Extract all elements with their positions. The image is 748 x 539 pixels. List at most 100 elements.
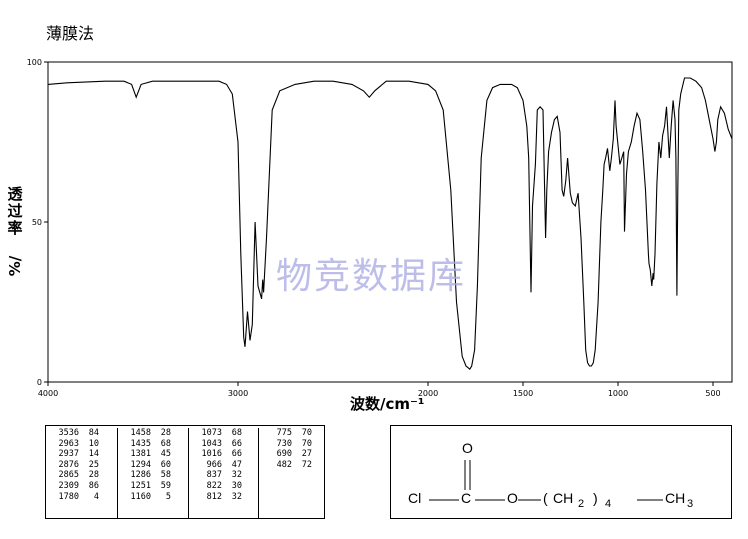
peak-wavenumber: 482 xyxy=(276,459,292,470)
peak-wavenumber: 1160 xyxy=(130,491,151,502)
peak-row: 775 70 xyxy=(259,428,325,439)
peak-transmittance: 28 xyxy=(88,470,99,481)
x-axis-label: 波数/cm⁻¹ xyxy=(350,395,425,413)
peak-transmittance: 27 xyxy=(301,449,312,460)
close-paren: ) xyxy=(593,490,598,506)
carbonyl-carbon: C xyxy=(461,490,472,506)
peak-wavenumber: 3536 xyxy=(58,428,79,438)
peak-transmittance: 30 xyxy=(231,480,242,491)
x-tick-label: 1000 xyxy=(608,389,628,398)
peak-row: 1294 60 xyxy=(118,460,188,471)
peak-row: 2963 10 xyxy=(46,439,117,450)
peak-transmittance: 5 xyxy=(165,491,171,502)
peak-row: 1251 59 xyxy=(118,481,188,492)
ir-spectrum-chart: 4000 3000 2000 1500 1000 500 0 50 100 xyxy=(27,58,733,398)
peak-transmittance: 60 xyxy=(160,459,171,470)
page-title: 薄膜法 xyxy=(46,24,95,43)
peak-row: 3536 84 xyxy=(46,428,117,439)
ch3-subscript: 3 xyxy=(687,498,694,510)
peak-transmittance: 28 xyxy=(160,428,171,438)
peak-wavenumber: 2937 xyxy=(58,449,79,460)
peak-row: 812 32 xyxy=(189,492,258,503)
peak-wavenumber: 1381 xyxy=(130,449,151,460)
y-tick-label: 50 xyxy=(32,218,42,227)
peak-transmittance: 66 xyxy=(231,449,242,460)
peak-wavenumber: 730 xyxy=(276,438,292,449)
ch2-subscript: 2 xyxy=(578,498,585,510)
peak-wavenumber: 775 xyxy=(276,428,292,438)
chemical-structure: O Cl C O ( CH 2 ) 4 CH 3 xyxy=(390,425,732,519)
peak-wavenumber: 966 xyxy=(206,459,222,470)
peak-wavenumber: 1294 xyxy=(130,459,151,470)
peak-wavenumber: 690 xyxy=(276,449,292,460)
x-tick-label: 3000 xyxy=(228,389,248,398)
peak-row: 966 47 xyxy=(189,460,258,471)
peak-transmittance: 58 xyxy=(160,470,171,481)
peak-wavenumber: 2963 xyxy=(58,438,79,449)
ester-oxygen: O xyxy=(507,490,518,506)
y-axis-label: 透 过 率 %/ xyxy=(4,186,26,281)
plot-frame xyxy=(47,61,733,383)
peak-transmittance: 47 xyxy=(231,459,242,470)
peak-transmittance: 10 xyxy=(88,438,99,449)
peak-column: 1458 28 1435 68 1381 45 1294 60 1286 58 1251 59 1160… xyxy=(118,428,189,518)
peak-wavenumber: 1043 xyxy=(201,438,222,449)
axis-ticks: 4000 3000 2000 1500 1000 500 0 50 100 xyxy=(27,58,721,398)
peak-column: 775 70 730 70 690 27 482 72 xyxy=(259,428,325,518)
peak-column: 1073 68 1043 66 1016 66 966 47 837 32 822 30 812 32 xyxy=(189,428,259,518)
peak-row: 1043 66 xyxy=(189,439,258,450)
ch3-group: CH xyxy=(665,490,686,506)
peak-transmittance: 45 xyxy=(160,449,171,460)
peak-row: 1160 5 xyxy=(118,492,188,503)
peak-transmittance: 25 xyxy=(88,459,99,470)
y-label-char: 透 xyxy=(7,185,23,203)
peak-transmittance: 72 xyxy=(301,459,312,470)
peak-table: 3536 84 2963 10 2937 14 2876 25 2865 28 2309 86 1780… xyxy=(45,425,325,519)
peak-row: 1286 58 xyxy=(118,470,188,481)
peak-row: 2309 86 xyxy=(46,481,117,492)
y-label-char: 过 xyxy=(7,202,23,220)
peak-row: 1435 68 xyxy=(118,439,188,450)
peak-row: 1780 4 xyxy=(46,492,117,503)
peak-row: 837 32 xyxy=(189,470,258,481)
peak-row: 730 70 xyxy=(259,439,325,450)
x-tick-label: 2000 xyxy=(418,389,438,398)
peak-transmittance: 70 xyxy=(301,428,312,438)
peak-row: 2876 25 xyxy=(46,460,117,471)
x-tick-label: 500 xyxy=(705,389,720,398)
x-tick-label: 4000 xyxy=(38,389,58,398)
peak-wavenumber: 812 xyxy=(206,491,222,502)
peak-column: 3536 84 2963 10 2937 14 2876 25 2865 28 2309 86 1780… xyxy=(46,428,118,518)
y-label-char: 率 xyxy=(7,219,23,237)
peak-transmittance: 68 xyxy=(231,428,242,438)
peak-row: 1381 45 xyxy=(118,449,188,460)
peak-wavenumber: 822 xyxy=(206,480,222,491)
peak-wavenumber: 2865 xyxy=(58,470,79,481)
peak-row: 822 30 xyxy=(189,481,258,492)
peak-wavenumber: 1073 xyxy=(201,428,222,438)
peak-row: 690 27 xyxy=(259,449,325,460)
peak-transmittance: 59 xyxy=(160,480,171,491)
peak-transmittance: 86 xyxy=(88,480,99,491)
chlorine-atom: Cl xyxy=(408,490,422,506)
peak-row: 2865 28 xyxy=(46,470,117,481)
peak-row: 2937 14 xyxy=(46,449,117,460)
peak-wavenumber: 837 xyxy=(206,470,222,481)
watermark: 物竞数据库 xyxy=(276,256,467,297)
peak-wavenumber: 1286 xyxy=(130,470,151,481)
peak-transmittance: 68 xyxy=(160,438,171,449)
open-paren: ( xyxy=(543,490,548,506)
peak-wavenumber: 2309 xyxy=(58,480,79,491)
peak-row: 1073 68 xyxy=(189,428,258,439)
peak-row: 1458 28 xyxy=(118,428,188,439)
peak-wavenumber: 1780 xyxy=(58,491,79,502)
peak-transmittance: 66 xyxy=(231,438,242,449)
peak-wavenumber: 1016 xyxy=(201,449,222,460)
carbonyl-oxygen: O xyxy=(462,440,473,456)
peak-wavenumber: 1435 xyxy=(130,438,151,449)
y-tick-label: 100 xyxy=(27,58,42,67)
x-tick-label: 1500 xyxy=(513,389,533,398)
peak-wavenumber: 1251 xyxy=(130,480,151,491)
spectrum-line xyxy=(47,77,733,371)
peak-wavenumber: 1458 xyxy=(130,428,151,438)
